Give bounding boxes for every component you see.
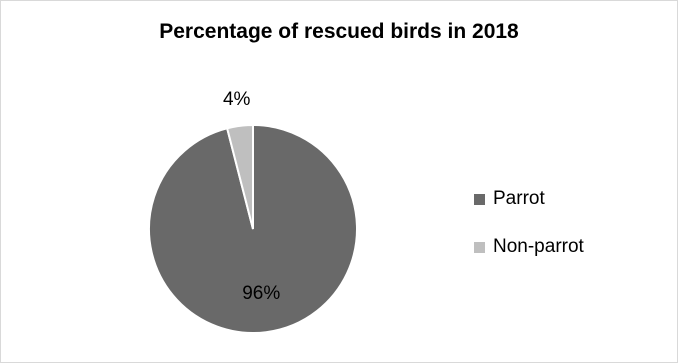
pie-slices [148, 123, 358, 334]
data-label-non-parrot: 4% [223, 89, 251, 110]
chart-title: Percentage of rescued birds in 2018 [159, 20, 519, 43]
pie-data-labels: 96% 4% [223, 89, 280, 304]
data-label-parrot: 96% [242, 283, 280, 304]
legend-swatch-non-parrot [474, 241, 485, 253]
pie-slice-parrot [148, 123, 358, 334]
legend-item-non-parrot: Non-parrot [474, 234, 584, 260]
legend: Parrot Non-parrot [474, 186, 584, 282]
legend-swatch-parrot [474, 193, 485, 205]
legend-label-parrot: Parrot [493, 188, 545, 209]
legend-item-parrot: Parrot [474, 186, 584, 212]
legend-label-non-parrot: Non-parrot [493, 236, 584, 257]
pie-slice-non-parrot [225, 123, 254, 230]
